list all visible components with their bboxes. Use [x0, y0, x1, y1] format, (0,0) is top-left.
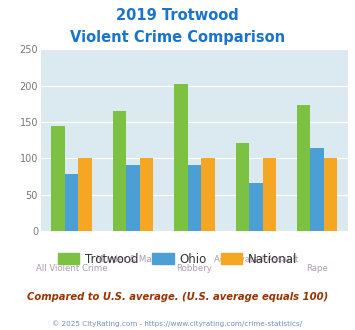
- Bar: [126, 165, 140, 231]
- Bar: [140, 158, 153, 231]
- Bar: [201, 158, 215, 231]
- Bar: [187, 165, 201, 231]
- Bar: [174, 84, 187, 231]
- Bar: [297, 105, 310, 231]
- Text: Robbery: Robbery: [176, 264, 212, 273]
- Bar: [249, 183, 263, 231]
- Bar: [263, 158, 276, 231]
- Bar: [65, 174, 78, 231]
- Bar: [78, 158, 92, 231]
- Bar: [113, 111, 126, 231]
- Text: Violent Crime Comparison: Violent Crime Comparison: [70, 30, 285, 45]
- Text: Murder & Mans...: Murder & Mans...: [96, 255, 170, 264]
- Text: Rape: Rape: [306, 264, 328, 273]
- Legend: Trotwood, Ohio, National: Trotwood, Ohio, National: [53, 248, 302, 270]
- Text: © 2025 CityRating.com - https://www.cityrating.com/crime-statistics/: © 2025 CityRating.com - https://www.city…: [53, 320, 302, 327]
- Text: All Violent Crime: All Violent Crime: [36, 264, 107, 273]
- Bar: [324, 158, 338, 231]
- Text: Aggravated Assault: Aggravated Assault: [214, 255, 298, 264]
- Text: Compared to U.S. average. (U.S. average equals 100): Compared to U.S. average. (U.S. average …: [27, 292, 328, 302]
- Bar: [310, 148, 324, 231]
- Bar: [51, 126, 65, 231]
- Bar: [235, 143, 249, 231]
- Text: 2019 Trotwood: 2019 Trotwood: [116, 8, 239, 23]
